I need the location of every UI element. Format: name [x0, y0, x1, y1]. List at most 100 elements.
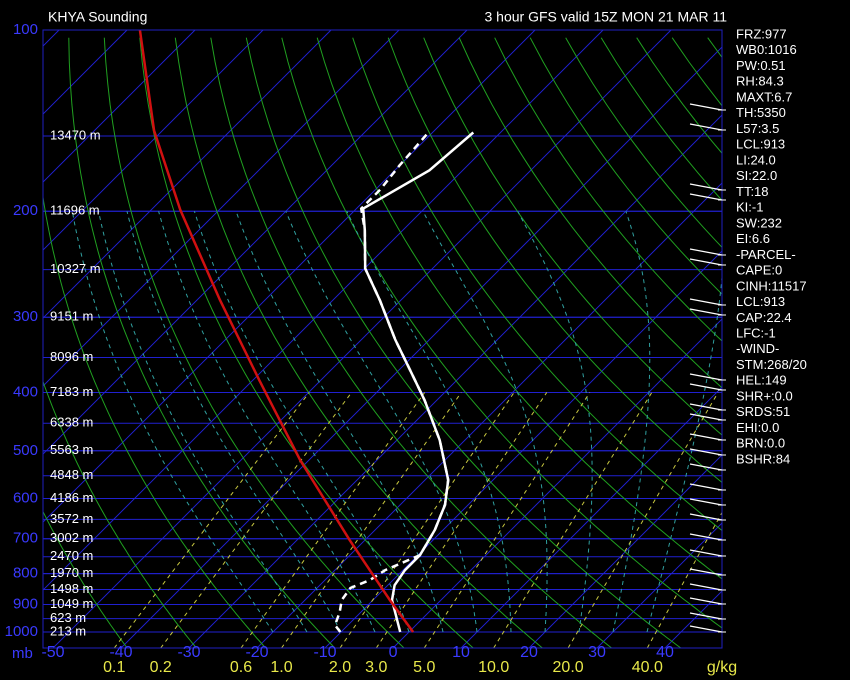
index-value: SHR+:0.0 [736, 388, 793, 403]
index-value: TH:5350 [736, 105, 786, 120]
height-label: 5563 m [50, 442, 93, 457]
mixing-ratio-unit: g/kg [707, 659, 737, 676]
index-value: PW:0.51 [736, 58, 786, 73]
wind-barb [689, 433, 723, 441]
isotherm [43, 30, 468, 455]
moist-adiabat [646, 272, 722, 633]
wind-barb [689, 513, 723, 521]
mixing-ratio-label: 40.0 [632, 659, 663, 676]
profiles [138, 30, 475, 633]
y-tick-label: 200 [13, 202, 38, 219]
index-value: HEL:149 [736, 373, 787, 388]
index-value: LFC:-1 [736, 325, 776, 340]
isotherm [596, 522, 722, 648]
mixing-ratio-line [493, 392, 653, 648]
wind-barb [689, 413, 723, 421]
moist-adiabat [126, 211, 342, 633]
index-value: SI:22.0 [736, 168, 777, 183]
dry-adiabat [103, 37, 405, 648]
height-label: 2470 m [50, 548, 93, 563]
height-label: 4848 m [50, 467, 93, 482]
plot-grid [43, 30, 722, 648]
x-tick-label: 20 [520, 644, 538, 661]
mixing-ratio-label: 10.0 [478, 659, 509, 676]
x-tick-label: -30 [177, 644, 200, 661]
mixing-ratio-label: 2.0 [329, 659, 351, 676]
wind-barb [689, 612, 723, 620]
height-label: 213 m [50, 623, 86, 638]
index-value: TT:18 [736, 184, 769, 199]
isotherm [528, 454, 722, 648]
plot-frame [42, 29, 723, 649]
wind-barb [689, 533, 723, 541]
mixing-ratio-label: 0.1 [103, 659, 125, 676]
subtitle: 3 hour GFS valid 15Z MON 21 MAR 11 [485, 9, 728, 25]
mixing-ratio-line [113, 392, 310, 648]
wind-barb [689, 483, 723, 491]
index-value: BSHR:84 [736, 451, 790, 466]
dry-adiabat [43, 510, 128, 648]
wind-barb [689, 597, 723, 605]
x-tick-label: 30 [588, 644, 606, 661]
x-tick-label: -50 [41, 644, 64, 661]
wind-barb [689, 258, 723, 266]
y-axis-label: mb [12, 645, 33, 662]
mixing-ratio-line [375, 392, 548, 648]
index-value: BRN:0.0 [736, 436, 785, 451]
index-value: SRDS:51 [736, 404, 790, 419]
dry-adiabat [245, 37, 682, 648]
wind-barb [689, 448, 723, 456]
wind-barb [689, 123, 723, 131]
moist-adiabat [285, 211, 478, 633]
dry-adiabat [458, 37, 722, 389]
x-tick-label: -20 [245, 644, 268, 661]
y-tick-label: 800 [13, 565, 38, 582]
height-label: 6338 m [50, 415, 93, 430]
height-label: 11696 m [50, 203, 100, 218]
mixing-ratio-label: 20.0 [553, 659, 584, 676]
y-tick-label: 900 [13, 595, 38, 612]
index-value: LI:24.0 [736, 152, 776, 167]
wind-barb [689, 248, 723, 256]
index-value: CINH:11517 [736, 278, 807, 293]
index-value: CAPE:0 [736, 263, 782, 278]
mixing-ratio-line [339, 392, 515, 648]
dry-adiabat [529, 37, 722, 295]
height-label: 4186 m [50, 490, 93, 505]
y-tick-label: 100 [13, 21, 38, 38]
isotherm [324, 250, 722, 648]
moist-adiabat [235, 211, 444, 633]
mixing-ratio-label: 0.6 [230, 659, 252, 676]
wind-barb [689, 463, 723, 471]
index-value: RH:84.3 [736, 74, 784, 89]
height-label: 3572 m [50, 511, 93, 526]
dry-adiabat [174, 37, 543, 648]
dry-adiabat [387, 37, 722, 484]
wind-barb [689, 498, 723, 506]
index-value: MAXT:6.7 [736, 89, 792, 104]
dry-adiabat [43, 193, 266, 648]
moist-adiabat [346, 210, 512, 633]
dry-adiabat [68, 37, 336, 648]
height-label: 1049 m [50, 596, 93, 611]
index-value: FRZ:977 [736, 26, 787, 41]
mixing-ratio-line [423, 392, 591, 648]
height-label: 623 m [50, 610, 86, 625]
height-label: 1498 m [50, 581, 93, 596]
dry-adiabat [281, 37, 722, 629]
wind-barb [689, 193, 723, 201]
index-value: STM:268/20 [736, 357, 807, 372]
index-value: WB0:1016 [736, 42, 797, 57]
moist-adiabat [71, 211, 274, 633]
wind-barb [689, 625, 723, 633]
wind-barb [689, 103, 723, 111]
wind-barb [689, 308, 723, 316]
y-tick-label: 400 [13, 383, 38, 400]
index-value: KI:-1 [736, 200, 763, 215]
dry-adiabat [210, 37, 612, 648]
mixing-ratio-line [567, 392, 719, 648]
index-value: -WIND- [736, 341, 779, 356]
index-value: LCL:913 [736, 294, 785, 309]
y-tick-label: 500 [13, 442, 38, 459]
